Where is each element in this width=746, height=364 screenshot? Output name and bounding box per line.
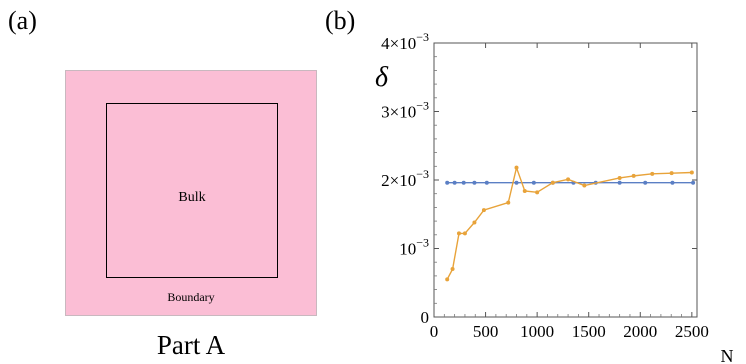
x-tick-label: 500 [473, 322, 499, 341]
series-2-point [456, 231, 461, 236]
y-tick-label: 3×10−3 [381, 99, 429, 122]
series-2-point [445, 277, 450, 282]
series-1-point [461, 180, 466, 185]
series-2-point [617, 175, 622, 180]
series-1-point [452, 180, 457, 185]
series-2-point [689, 170, 694, 175]
series-2-point [669, 171, 674, 176]
panel-b-label: (b) [325, 6, 356, 35]
x-tick-label: 2000 [623, 322, 657, 341]
series-2-point [481, 208, 486, 213]
series-2-point [631, 173, 636, 178]
series-1-point [445, 180, 450, 185]
series-1-point [531, 180, 536, 185]
series-1-point [514, 180, 519, 185]
chart-series [445, 165, 696, 282]
series-2-point [582, 183, 587, 188]
y-axis-label: δ [375, 62, 389, 93]
series-2-point [506, 200, 511, 205]
series-2-point [522, 188, 527, 193]
series-2-point [535, 190, 540, 195]
bulk-label: Bulk [178, 190, 206, 205]
x-tick-label: 2500 [675, 322, 709, 341]
series-2-point [450, 267, 455, 272]
series-1-point [670, 180, 675, 185]
y-tick-label: 4×10−3 [381, 30, 429, 53]
series-2-point [566, 177, 571, 182]
series-2-point [550, 180, 555, 185]
y-tick-label: 10−3 [399, 236, 429, 259]
boundary-label: Boundary [167, 290, 215, 304]
x-tick-label: 1000 [520, 322, 554, 341]
series-1-point [472, 180, 477, 185]
series-1-point [691, 180, 696, 185]
part-a-caption: Part A [156, 330, 226, 360]
series-2-point [472, 220, 477, 225]
series-2-point [514, 165, 519, 170]
y-tick-label: 0 [421, 308, 430, 327]
series-1-point [484, 180, 489, 185]
panel-a-label: (a) [8, 6, 37, 35]
chart-ticks: 0 500 1000 1500 2000 2500 0 10−3 2×10−3 3×10−3 4×1… [381, 30, 709, 341]
series-1-point [643, 180, 648, 185]
x-axis-label: N [721, 346, 734, 364]
series-2-point [650, 171, 655, 176]
x-tick-label: 1500 [572, 322, 606, 341]
series-2-line [446, 165, 692, 280]
part-a-region [65, 70, 317, 316]
bulk-region: Bulk [106, 103, 278, 278]
x-tick-label: 0 [430, 322, 439, 341]
series-2-point [462, 231, 467, 236]
y-tick-label: 2×10−3 [381, 167, 429, 190]
series-1-point [617, 180, 622, 185]
